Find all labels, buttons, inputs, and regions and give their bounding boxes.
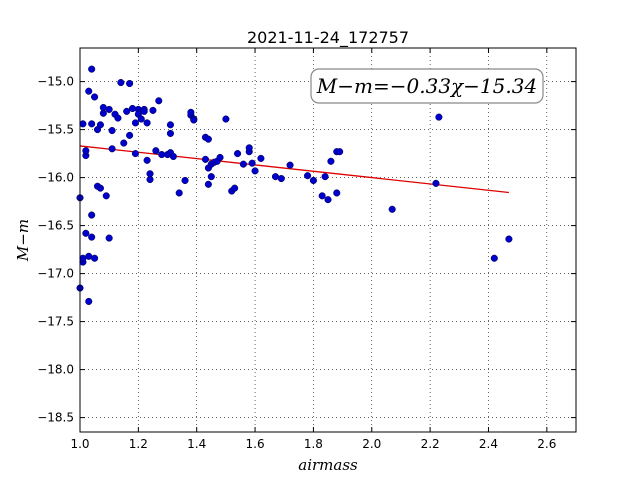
y-tick-label: −15.0 [37, 75, 74, 89]
data-point [318, 192, 326, 200]
data-point [140, 107, 148, 115]
y-tick-label: −18.0 [37, 363, 74, 377]
data-point [102, 192, 110, 200]
data-point [181, 176, 189, 185]
y-tick-label: −15.5 [37, 123, 74, 137]
data-point [88, 120, 96, 128]
data-point [321, 173, 329, 181]
data-point [257, 154, 265, 162]
x-tick-label: 1.6 [246, 437, 265, 451]
data-point [152, 147, 160, 155]
x-tick-label: 2.6 [537, 437, 556, 451]
data-point [108, 127, 116, 135]
data-point [234, 150, 242, 158]
data-point [304, 172, 312, 180]
data-point [88, 211, 96, 219]
data-point [187, 108, 195, 116]
data-point [117, 79, 125, 87]
y-tick-label: −16.5 [37, 219, 74, 233]
y-tick-label: −17.0 [37, 267, 74, 281]
data-point [435, 113, 443, 121]
y-tick-label: −17.5 [37, 315, 74, 329]
x-tick-label: 1.4 [187, 437, 206, 451]
data-point [128, 104, 137, 113]
data-point [231, 184, 239, 192]
data-point [222, 115, 230, 123]
data-point [96, 184, 104, 192]
x-tick-label: 1.2 [129, 437, 148, 451]
data-point [251, 167, 259, 175]
data-point [324, 196, 332, 204]
data-point [91, 254, 99, 262]
data-point [505, 235, 513, 243]
data-point [105, 105, 113, 113]
x-tick-label: 1.0 [70, 437, 89, 451]
data-point [155, 97, 163, 105]
y-axis-ticks: −15.0 −15.5 −16.0 −16.5 −17.0 −17.5 −18.0 −18.5 [37, 75, 576, 425]
data-point [105, 234, 113, 242]
data-point [126, 79, 134, 88]
data-point [239, 160, 247, 168]
chart-title: 2021-11-24_172757 [247, 28, 409, 48]
data-point [114, 114, 122, 122]
data-point [79, 120, 87, 128]
x-tick-label: 2.2 [421, 437, 440, 451]
data-point [96, 121, 104, 129]
x-axis-ticks: 1.0 1.2 1.4 1.6 1.8 2.0 2.2 2.4 2.6 [70, 48, 556, 451]
data-point [108, 145, 116, 153]
fit-equation: M−m=−0.33χ−15.34 [316, 74, 537, 98]
data-point [207, 173, 215, 181]
x-tick-label: 2.0 [362, 437, 381, 451]
data-point [131, 150, 139, 158]
data-point [248, 159, 256, 167]
data-point [204, 135, 212, 143]
data-point [175, 189, 183, 197]
data-points [76, 65, 513, 305]
data-point [79, 254, 87, 262]
y-tick-label: −16.0 [37, 171, 74, 185]
x-tick-label: 2.4 [479, 437, 498, 451]
data-point [432, 179, 440, 187]
data-point [120, 139, 128, 147]
data-point [137, 115, 145, 123]
fit-annotation: M−m=−0.33χ−15.34 [310, 68, 544, 104]
data-point [131, 119, 139, 127]
data-point [286, 161, 294, 169]
data-point [190, 116, 198, 124]
data-point [169, 152, 177, 161]
data-point [336, 148, 344, 156]
data-point [245, 144, 253, 152]
data-point [126, 131, 134, 139]
data-point [327, 157, 335, 165]
y-axis-label: M−m [14, 219, 32, 262]
plot-area-frame [79, 47, 577, 433]
data-point [277, 175, 285, 183]
data-point [166, 121, 174, 129]
x-axis-label: airmass [298, 456, 358, 474]
data-point [88, 233, 96, 241]
data-point [333, 189, 341, 197]
data-point [166, 129, 174, 137]
data-point [204, 180, 212, 188]
data-point [88, 65, 96, 73]
data-point [309, 176, 317, 185]
x-tick-label: 1.8 [304, 437, 323, 451]
data-point [490, 254, 498, 262]
data-point [388, 205, 396, 213]
data-point [82, 147, 90, 155]
data-point [85, 297, 93, 305]
y-tick-label: −18.5 [37, 411, 74, 425]
annotation-box [310, 68, 544, 104]
data-point [143, 156, 151, 164]
data-point [149, 106, 157, 114]
data-point [85, 87, 93, 95]
data-point [123, 107, 131, 115]
data-point [201, 155, 210, 163]
data-point [82, 229, 90, 237]
data-point [146, 175, 154, 184]
data-point [143, 119, 151, 127]
data-point [216, 153, 224, 161]
data-point [91, 93, 99, 101]
